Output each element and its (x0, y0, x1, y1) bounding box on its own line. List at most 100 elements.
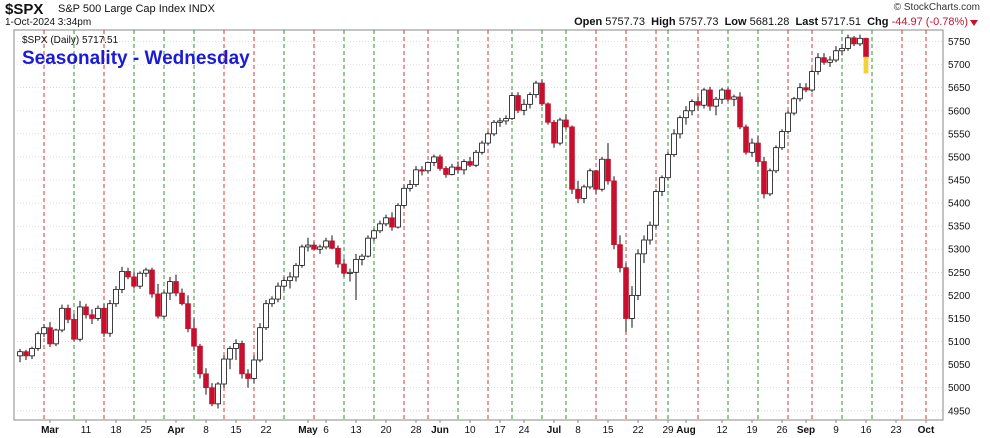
x-tick-label: 18 (110, 425, 122, 436)
candle-body (53, 329, 59, 345)
candle-body (299, 246, 305, 266)
y-tick-label: 5050 (948, 360, 971, 371)
candle-body (851, 37, 857, 45)
candle-body (701, 89, 707, 106)
candle-body (263, 303, 269, 329)
candle-body (401, 187, 407, 206)
candle-body (563, 119, 569, 128)
candle-body (341, 263, 347, 274)
candle-body (47, 327, 53, 345)
candle-body (497, 120, 503, 123)
candle-body (107, 303, 113, 334)
candle-body (605, 158, 611, 182)
candle-body (131, 276, 137, 287)
chg-label: Chg (867, 16, 889, 28)
candle-body (407, 184, 413, 189)
candle-body (785, 112, 791, 132)
candle-body (149, 269, 155, 295)
x-tick-label: 8 (575, 425, 581, 436)
candle-body (185, 303, 191, 330)
candle-body (719, 89, 725, 100)
candle-body (809, 71, 815, 91)
candle-body (191, 328, 197, 347)
candle-body (557, 119, 563, 144)
x-tick-label: Oct (918, 425, 935, 436)
low-label: Low (724, 16, 747, 28)
y-tick-label: 5150 (948, 314, 971, 325)
x-tick-label: 25 (140, 425, 152, 436)
candle-body (203, 373, 209, 389)
candle-body (713, 98, 719, 107)
candle-body (365, 237, 371, 257)
candle-body (743, 126, 749, 153)
candle-body (611, 180, 617, 246)
candle-body (773, 147, 779, 172)
last-value: 5717.51 (821, 16, 861, 28)
candle-body (251, 359, 257, 379)
candles (17, 34, 869, 409)
candle-body (653, 191, 659, 226)
candle-body (443, 168, 449, 175)
down-arrow-icon (970, 20, 978, 26)
y-tick-label: 5500 (948, 152, 971, 163)
candle-body (41, 327, 47, 335)
x-tick-label: 13 (350, 425, 362, 436)
x-tick-label: Jul (547, 425, 562, 436)
x-tick-label: 11 (81, 425, 92, 436)
candle-body (659, 177, 665, 192)
candle-body (803, 87, 809, 91)
candle-body (359, 255, 365, 260)
candle-body (755, 142, 761, 162)
x-tick-label: 17 (494, 425, 506, 436)
candle-body (323, 240, 329, 248)
candle-body (467, 161, 473, 166)
x-tick-label: 20 (380, 425, 392, 436)
last-bar-highlight (863, 56, 869, 74)
x-tick-label: 15 (230, 425, 242, 436)
x-tick-label: 24 (518, 425, 530, 436)
symbol-label: $SPX (5, 1, 44, 18)
last-label: Last (795, 16, 819, 28)
candle-body (173, 281, 179, 294)
y-tick-label: 5400 (948, 199, 971, 210)
candle-body (167, 281, 173, 294)
candle-body (119, 270, 125, 290)
candle-body (215, 383, 221, 405)
candle-body (617, 244, 623, 269)
candle-body (833, 50, 839, 61)
candle-body (77, 306, 83, 340)
candle-body (59, 307, 65, 331)
candle-body (641, 239, 647, 255)
candle-body (539, 82, 545, 105)
candle-body (437, 156, 443, 169)
y-tick-label: 5000 (948, 383, 971, 394)
x-tick-label: 26 (776, 425, 788, 436)
candle-body (491, 121, 497, 135)
y-tick-label: 5700 (948, 60, 971, 71)
candle-body (545, 103, 551, 123)
candle-body (821, 57, 827, 63)
candle-body (353, 258, 359, 273)
x-tick-label: Jun (431, 425, 449, 436)
candle-body (209, 387, 215, 405)
candle-body (737, 96, 743, 128)
candle-body (335, 247, 341, 265)
candle-body (281, 280, 287, 287)
candle-body (65, 307, 71, 320)
legend-text: $SPX (Daily) 5717.51 (22, 35, 119, 46)
candle-body (599, 158, 605, 190)
candle-body (665, 154, 671, 179)
x-tick-label: 22 (632, 425, 644, 436)
candle-body (629, 294, 635, 319)
x-tick-label: 15 (602, 425, 614, 436)
y-tick-label: 5100 (948, 337, 971, 348)
candle-body (413, 169, 419, 186)
candle-body (269, 298, 275, 305)
candle-body (485, 133, 491, 144)
candle-body (239, 342, 245, 375)
candle-body (857, 37, 863, 45)
x-tick-label: 9 (833, 425, 839, 436)
candle-body (395, 204, 401, 228)
x-tick-label: 6 (323, 425, 329, 436)
y-tick-label: 5450 (948, 176, 971, 187)
